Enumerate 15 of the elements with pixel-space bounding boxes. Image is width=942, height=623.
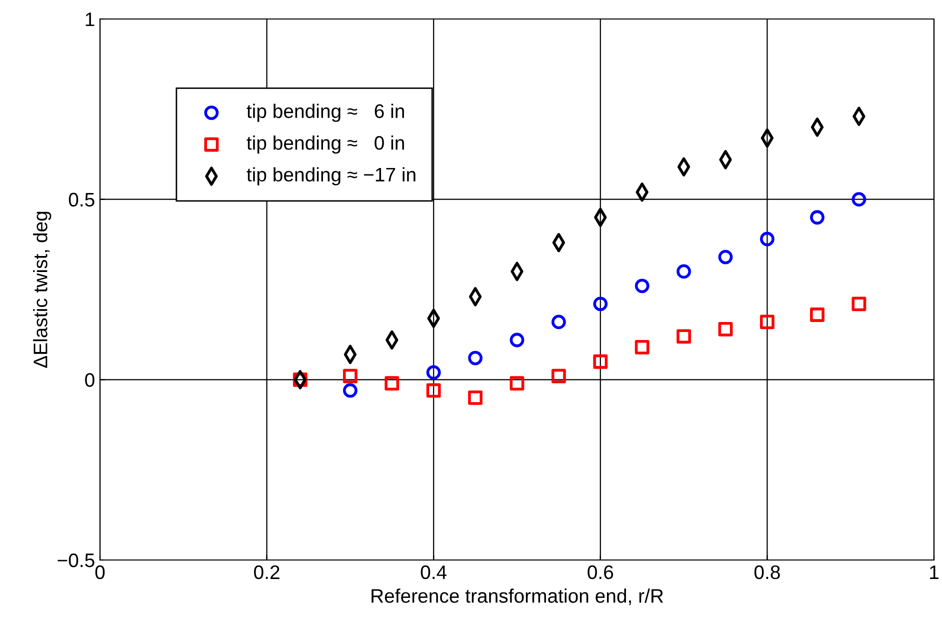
x-tick-label: 0 bbox=[95, 565, 105, 580]
x-axis-title: Reference transformation end, r/R bbox=[372, 588, 664, 606]
x-tick-label: 1 bbox=[930, 566, 938, 579]
x-tick-label: 0.4 bbox=[420, 565, 447, 580]
legend-label: tip bending ≈ 0 in bbox=[246, 136, 404, 154]
y-tick-label: 0 bbox=[85, 373, 94, 387]
x-tick-label: 0.6 bbox=[588, 565, 614, 580]
legend-label: tip bending ≈ 6 in bbox=[246, 104, 404, 122]
y-tick-label: 1 bbox=[86, 12, 94, 26]
legend-label: tip bending ≈ −17 in bbox=[246, 167, 416, 186]
y-tick-label: 0.5 bbox=[68, 192, 94, 207]
y-axis-title: ΔElastic twist, deg bbox=[33, 212, 52, 368]
x-tick-label: 0.8 bbox=[754, 565, 780, 580]
y-tick-label: −0.5 bbox=[58, 553, 94, 568]
x-tick-label: 0.2 bbox=[254, 565, 280, 580]
